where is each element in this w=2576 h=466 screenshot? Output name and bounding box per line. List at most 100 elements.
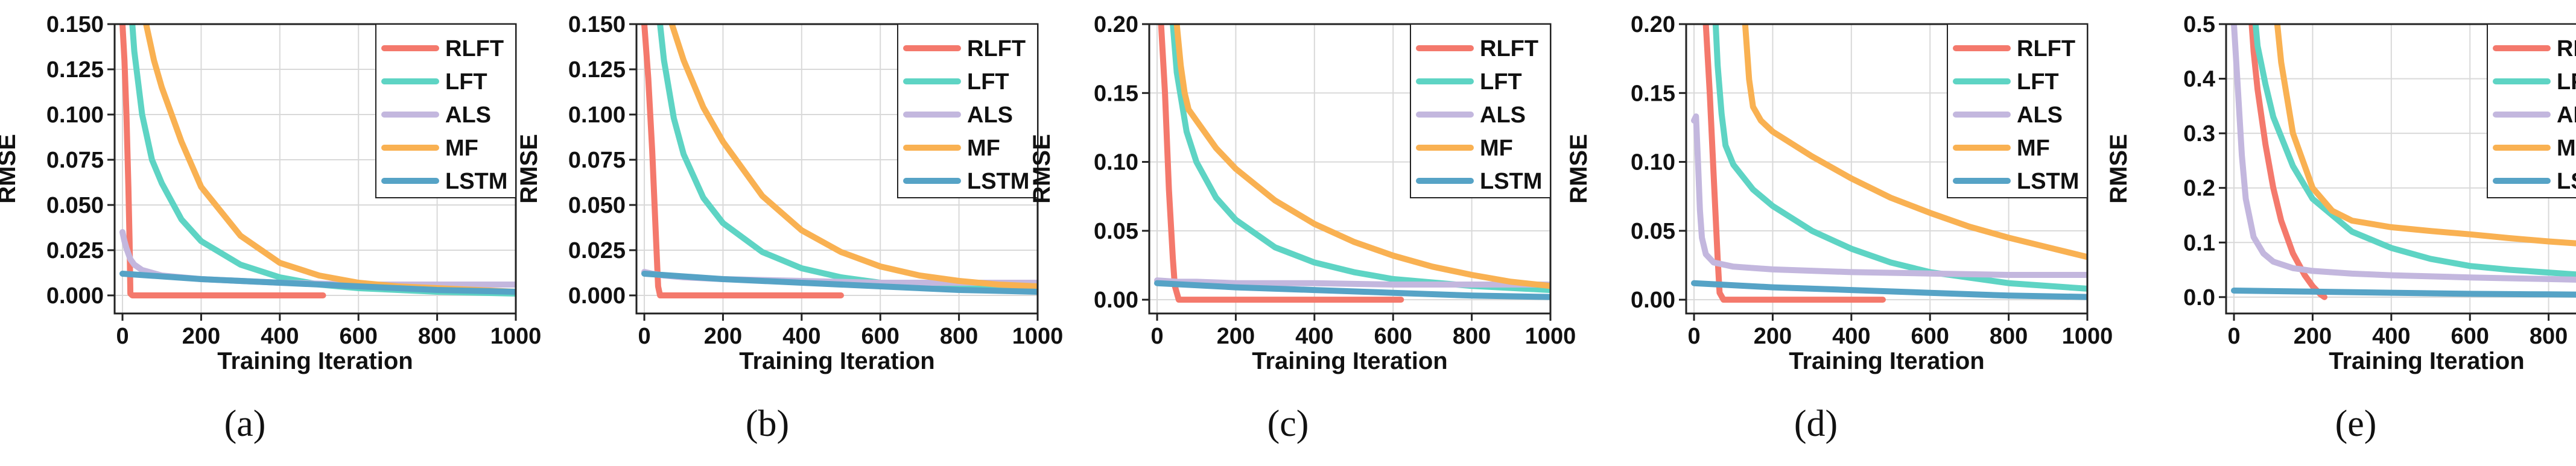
legend-label-mf: MF xyxy=(967,136,1000,161)
y-axis-label: RMSE xyxy=(516,134,542,204)
x-tick-label: 800 xyxy=(1453,324,1491,349)
y-tick-label: 0.20 xyxy=(1631,12,1675,37)
x-tick-label: 1000 xyxy=(2062,324,2113,349)
legend-box xyxy=(1410,24,1551,198)
x-tick-label: 400 xyxy=(1832,324,1870,349)
legend-box xyxy=(375,24,516,198)
y-tick-label: 0.05 xyxy=(1631,219,1675,244)
series-line-rlft xyxy=(119,24,326,298)
x-tick-label: 0 xyxy=(1150,324,1163,349)
legend-label-lstm: LSTM xyxy=(445,169,507,194)
x-tick-label: 600 xyxy=(1374,324,1412,349)
panel-label-d: (d) xyxy=(1794,403,1838,444)
y-tick-label: 0.000 xyxy=(46,283,104,309)
y-tick-label: 0.2 xyxy=(2183,176,2215,201)
legend-label-rlft: RLFT xyxy=(445,36,504,61)
panel-label-c: (c) xyxy=(1267,403,1309,444)
legend: RLFT LFT ALS MF LSTM xyxy=(2487,24,2576,198)
legend-label-als: ALS xyxy=(2017,102,2063,128)
y-tick-label: 0.15 xyxy=(1631,81,1675,106)
y-tick-label: 0.050 xyxy=(46,193,104,218)
x-tick-label: 200 xyxy=(182,324,220,349)
legend-label-rlft: RLFT xyxy=(1480,36,1538,61)
y-tick-label: 0.00 xyxy=(1094,288,1138,313)
y-tick-label: 0.150 xyxy=(568,12,626,37)
y-tick-label: 0.1 xyxy=(2183,230,2215,256)
x-axis-label: Training Iteration xyxy=(739,348,934,374)
y-tick-label: 0.075 xyxy=(46,148,104,173)
x-tick-label: 400 xyxy=(261,324,299,349)
y-tick-label: 0.025 xyxy=(568,238,626,263)
chart-panel-2: 0 200 400 600 800 1000 0.000 0.025 0.050 0.075 0.1… xyxy=(516,12,1063,374)
y-axis-label: RMSE xyxy=(0,134,21,204)
y-tick-label: 0.20 xyxy=(1094,12,1138,37)
y-tick-label: 0.5 xyxy=(2183,12,2215,37)
legend-label-lft: LFT xyxy=(1480,69,1522,95)
legend-box xyxy=(2487,24,2576,198)
y-axis-label: RMSE xyxy=(2105,134,2132,204)
legend-label-lstm: LSTM xyxy=(2017,169,2079,194)
x-axis-label: Training Iteration xyxy=(2329,348,2524,374)
plot-frame xyxy=(2225,23,2576,315)
x-tick-label: 800 xyxy=(1990,324,2028,349)
y-tick-label: 0.4 xyxy=(2183,67,2215,92)
y-tick-label: 0.050 xyxy=(568,193,626,218)
x-tick-label: 200 xyxy=(1754,324,1792,349)
y-tick-label: 0.025 xyxy=(46,238,104,263)
legend: RLFT LFT ALS MF LSTM xyxy=(1947,24,2088,198)
y-tick-label: 0.100 xyxy=(46,102,104,128)
series-line-lstm xyxy=(119,271,516,295)
x-axis-label: Training Iteration xyxy=(1252,348,1447,374)
legend-label-lft: LFT xyxy=(445,69,487,95)
x-tick-label: 1000 xyxy=(490,324,542,349)
y-tick-label: 0.150 xyxy=(46,12,104,37)
chart-panel-1: 0 200 400 600 800 1000 0.000 0.025 0.050 0.075 0.1… xyxy=(0,12,541,374)
x-tick-label: 200 xyxy=(1217,324,1255,349)
series-line-rlft xyxy=(641,24,844,298)
series-line-rlft xyxy=(1158,24,1404,303)
legend-label-rlft: RLFT xyxy=(967,36,1026,61)
x-tick-label: 600 xyxy=(2451,324,2489,349)
legend-label-lstm: LSTM xyxy=(2557,169,2576,194)
y-tick-label: 0.15 xyxy=(1094,81,1138,106)
legend-label-als: ALS xyxy=(967,102,1013,128)
legend-label-lft: LFT xyxy=(2557,69,2576,95)
legend-label-als: ALS xyxy=(1480,102,1526,128)
x-tick-label: 200 xyxy=(704,324,742,349)
series-line-lft xyxy=(2252,24,2576,278)
legend-label-mf: MF xyxy=(2017,136,2050,161)
legend-box xyxy=(897,24,1038,198)
series-line-rlft xyxy=(1702,24,1886,303)
series-line-lstm xyxy=(1154,280,1550,300)
y-tick-label: 0.125 xyxy=(46,57,104,83)
y-tick-label: 0.10 xyxy=(1631,150,1675,175)
y-axis-label: RMSE xyxy=(1029,134,1055,204)
x-tick-label: 600 xyxy=(861,324,899,349)
x-tick-label: 200 xyxy=(2294,324,2332,349)
x-tick-label: 0 xyxy=(1687,324,1700,349)
x-tick-label: 400 xyxy=(782,324,820,349)
x-tick-label: 400 xyxy=(2372,324,2410,349)
legend-label-mf: MF xyxy=(2557,136,2576,161)
series-line-lstm xyxy=(641,271,1038,295)
x-tick-label: 0 xyxy=(116,324,128,349)
legend-label-als: ALS xyxy=(2557,102,2576,128)
y-tick-label: 0.125 xyxy=(568,57,626,83)
panel-label-b: (b) xyxy=(745,403,790,444)
panel-label-e: (e) xyxy=(2335,403,2377,444)
legend-label-mf: MF xyxy=(445,136,478,161)
legend-label-als: ALS xyxy=(445,102,491,128)
y-tick-label: 0.3 xyxy=(2183,121,2215,146)
x-tick-label: 800 xyxy=(2530,324,2568,349)
x-tick-label: 0 xyxy=(638,324,650,349)
x-tick-label: 1000 xyxy=(1012,324,1064,349)
legend-label-lstm: LSTM xyxy=(1480,169,1542,194)
legend-box xyxy=(1947,24,2088,198)
chart-panel-4: 0 200 400 600 800 1000 0.00 0.05 0.10 0.15 0.20 Tra… xyxy=(1566,12,2113,374)
y-tick-label: 0.000 xyxy=(568,283,626,309)
y-tick-label: 0.10 xyxy=(1094,150,1138,175)
series-line-mf xyxy=(1742,24,2087,260)
y-tick-label: 0.0 xyxy=(2183,285,2215,310)
